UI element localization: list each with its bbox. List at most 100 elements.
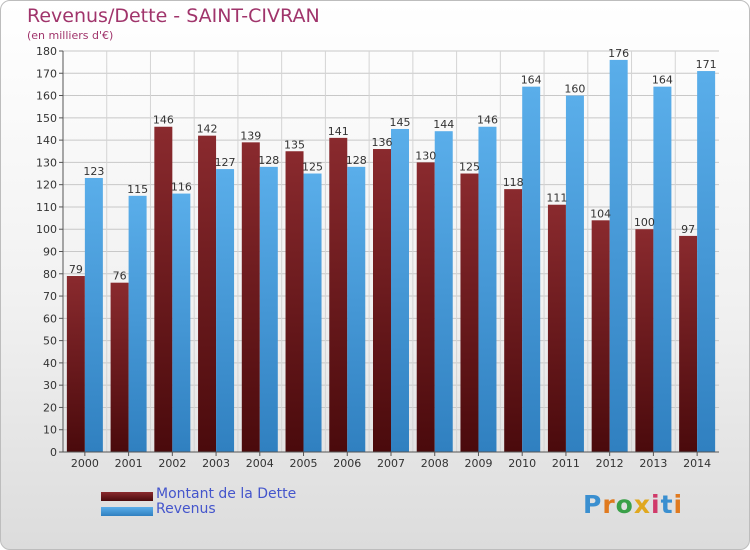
y-tick-label: 130: [36, 156, 57, 169]
legend-label-dette: Montant de la Dette: [156, 486, 297, 502]
logo-letter: x: [633, 490, 651, 519]
y-tick-label: 120: [36, 179, 57, 192]
data-labels: 79 123 76 115 146 116 142 127 139 128 135 125 141 128…: [69, 47, 717, 283]
data-label-revenus: 145: [390, 116, 411, 129]
data-label-revenus: 144: [433, 118, 454, 131]
bar-revenus: [434, 131, 453, 452]
data-label-revenus: 176: [608, 47, 629, 60]
x-tick-label: 2009: [464, 457, 492, 470]
x-tick-label: 2002: [158, 457, 186, 470]
data-label-revenus: 164: [652, 74, 673, 87]
bar-revenus: [84, 177, 103, 452]
bar-revenus: [216, 169, 235, 453]
legend-label-revenus: Revenus: [156, 501, 216, 517]
data-label-revenus: 164: [521, 74, 542, 87]
bar-dette: [198, 135, 217, 452]
y-tick-label: 20: [43, 401, 57, 414]
bar-dette: [241, 142, 260, 453]
data-label-dette: 141: [328, 125, 349, 138]
y-tick-label: 50: [43, 335, 57, 348]
data-label-dette: 97: [681, 223, 695, 236]
bar-revenus: [478, 126, 497, 452]
y-tick-label: 60: [43, 312, 57, 325]
y-tick-label: 140: [36, 134, 57, 147]
bar-revenus: [128, 195, 147, 453]
logo-letter: t: [660, 490, 674, 519]
data-label-dette: 118: [503, 176, 524, 189]
data-label-dette: 136: [372, 136, 393, 149]
y-tick-label: 90: [43, 246, 57, 259]
y-tick-label: 160: [36, 90, 57, 103]
data-label-revenus: 116: [171, 181, 192, 194]
y-tick-label: 180: [36, 45, 57, 58]
logo-letter: i: [673, 490, 684, 519]
data-label-revenus: 128: [346, 154, 367, 167]
data-label-dette: 142: [197, 123, 218, 136]
x-tick-label: 2012: [596, 457, 624, 470]
data-label-dette: 104: [590, 207, 611, 220]
data-label-dette: 130: [415, 149, 436, 162]
x-tick-label: 2013: [639, 457, 667, 470]
logo-letter: r: [602, 490, 616, 519]
bar-revenus: [697, 71, 716, 453]
bar-dette: [504, 189, 523, 452]
bar-dette: [154, 126, 173, 452]
data-label-revenus: 125: [302, 161, 323, 174]
x-tick-label: 2003: [202, 457, 230, 470]
y-tick-label: 150: [36, 112, 57, 125]
y-tick-label: 40: [43, 357, 57, 370]
y-tick-label: 100: [36, 223, 57, 236]
bar-dette: [329, 137, 348, 452]
x-tick-label: 2008: [421, 457, 449, 470]
bar-dette: [285, 151, 304, 452]
legend-swatch-revenus: [101, 507, 153, 516]
axes: 0 10 20 30 40 50 60 70 80 90 100 110 120 130 140 150 160…: [36, 45, 719, 470]
legend-swatch-dette: [101, 492, 153, 501]
bar-revenus: [565, 95, 584, 453]
bar-revenus: [391, 128, 409, 452]
x-tick-label: 2010: [508, 457, 536, 470]
data-label-revenus: 160: [564, 83, 585, 96]
data-label-revenus: 123: [83, 165, 104, 178]
y-tick-label: 80: [43, 268, 57, 281]
y-tick-label: 170: [36, 67, 57, 80]
chart-subtitle: (en milliers d'€): [27, 29, 114, 42]
bar-revenus: [347, 166, 366, 452]
y-tick-label: 110: [36, 201, 57, 214]
bar-dette: [416, 162, 435, 452]
bar-dette: [460, 173, 479, 452]
bars: [66, 59, 716, 453]
bar-revenus: [172, 193, 191, 453]
logo-letter: i: [651, 490, 661, 519]
proxiti-logo: Proxiti: [583, 490, 683, 519]
bar-dette: [110, 282, 129, 452]
data-label-dette: 125: [459, 161, 480, 174]
data-label-revenus: 115: [127, 183, 148, 196]
x-tick-label: 2006: [333, 457, 361, 470]
bar-revenus: [303, 173, 322, 452]
data-label-dette: 146: [153, 114, 174, 127]
bar-revenus: [653, 86, 672, 453]
bar-dette: [679, 235, 698, 452]
x-tick-label: 2004: [246, 457, 274, 470]
chart-title: Revenus/Dette - SAINT-CIVRAN: [27, 5, 320, 27]
data-label-revenus: 127: [215, 156, 236, 169]
x-tick-label: 2014: [683, 457, 711, 470]
bar-revenus: [259, 166, 278, 452]
y-tick-label: 10: [43, 424, 57, 437]
data-label-revenus: 146: [477, 114, 498, 127]
bar-dette: [547, 204, 566, 452]
x-tick-label: 2011: [552, 457, 580, 470]
data-label-revenus: 128: [258, 154, 279, 167]
x-tick-label: 2000: [71, 457, 99, 470]
bar-revenus: [609, 59, 628, 453]
data-label-dette: 111: [546, 192, 567, 205]
logo-letter: o: [615, 490, 634, 519]
data-label-dette: 76: [113, 270, 127, 283]
data-label-dette: 139: [240, 129, 261, 142]
data-label-dette: 135: [284, 138, 305, 151]
x-tick-label: 2001: [115, 457, 143, 470]
x-tick-label: 2005: [290, 457, 318, 470]
